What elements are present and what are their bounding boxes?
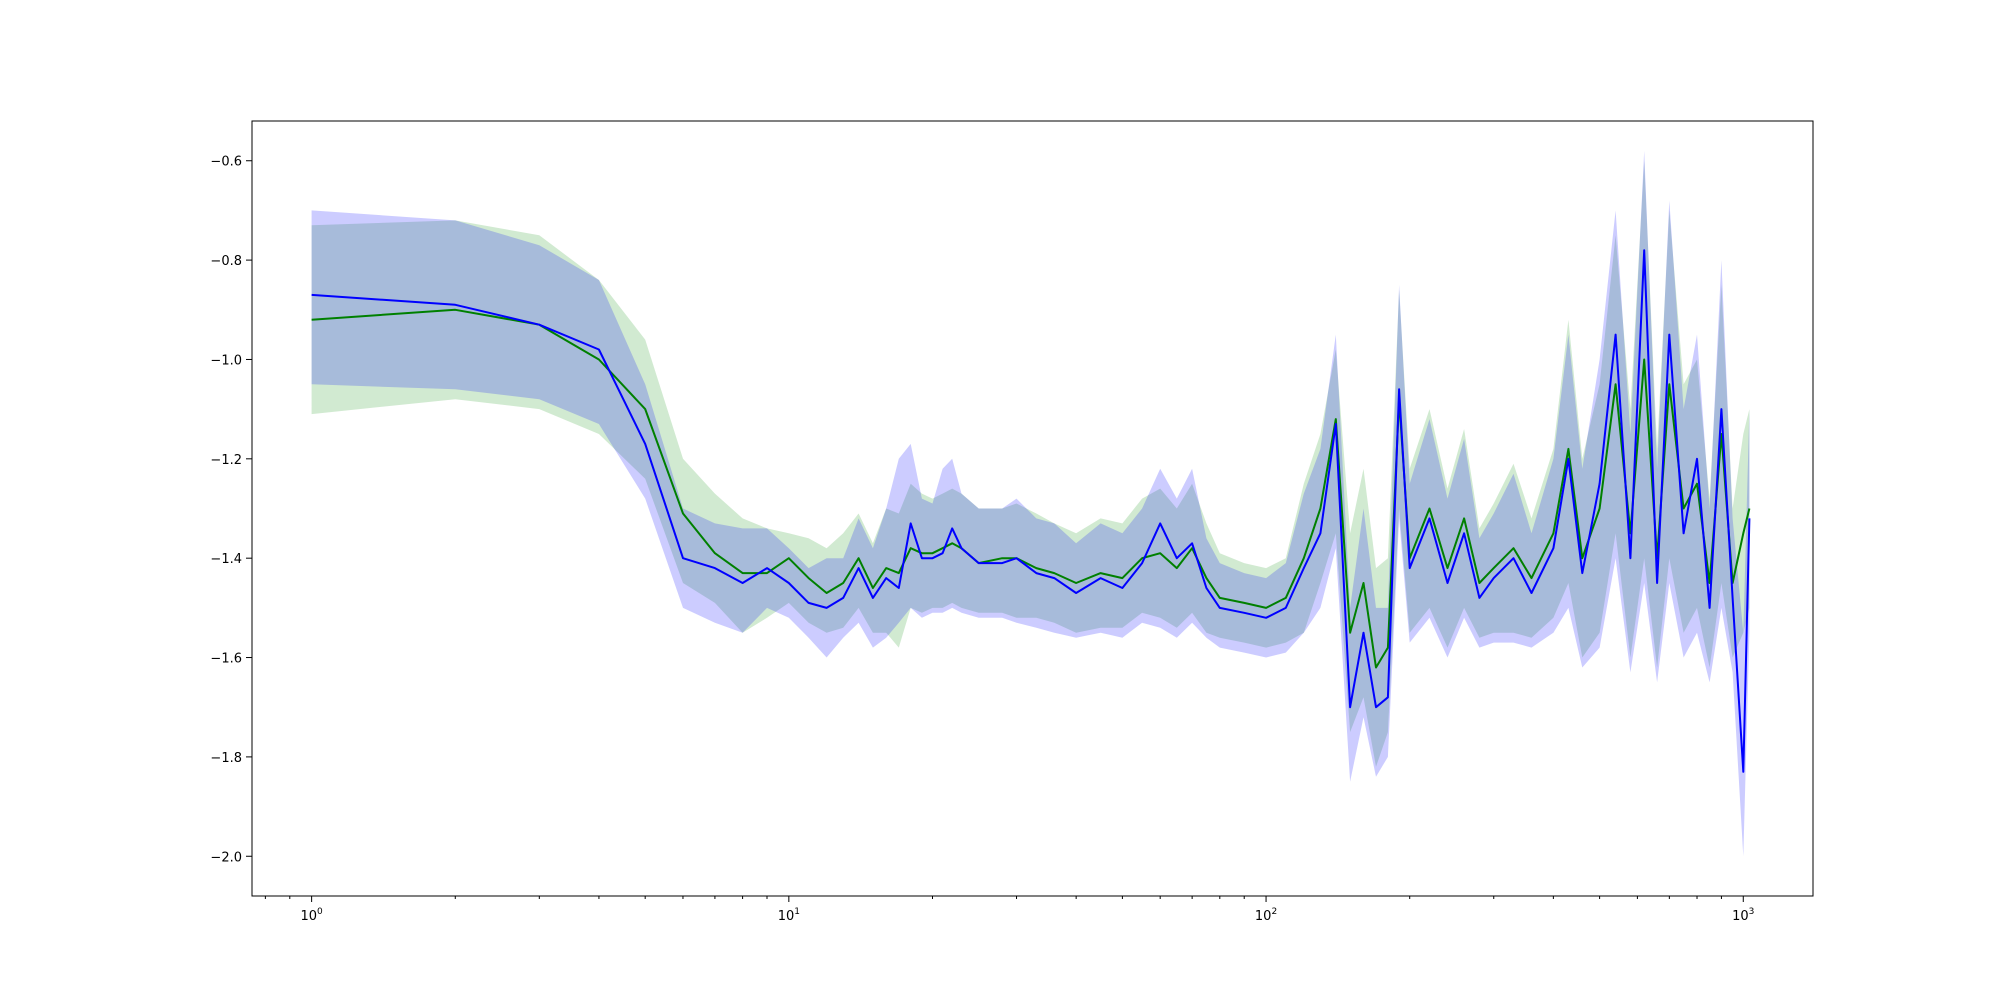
y-tick-label: −0.8 <box>210 254 242 269</box>
y-tick-label: −0.6 <box>210 155 242 170</box>
plot-frame <box>251 120 1814 897</box>
confidence-bands <box>311 150 1750 857</box>
series-lines <box>311 249 1751 773</box>
confidence-band-2 <box>311 150 1750 857</box>
x-tick-label: 101 <box>778 907 800 924</box>
x-tick-label: 100 <box>300 907 323 924</box>
x-tick-label: 103 <box>1732 907 1754 924</box>
series-line-1 <box>311 308 1751 669</box>
y-axis: −0.6 −0.8 −1.0 −1.2 −1.4 −1.6 −1.8 −2.0 <box>210 155 252 865</box>
y-tick-label: −2.0 <box>210 850 242 865</box>
x-tick-label: 102 <box>1255 907 1277 924</box>
x-axis: 100 101 102 103 <box>264 896 1754 924</box>
series-line-2 <box>311 249 1751 773</box>
y-tick-label: −1.6 <box>210 652 242 667</box>
y-tick-label: −1.8 <box>210 751 242 766</box>
y-tick-label: −1.0 <box>210 353 242 368</box>
y-tick-label: −1.4 <box>210 552 242 567</box>
y-tick-label: −1.2 <box>210 453 242 468</box>
